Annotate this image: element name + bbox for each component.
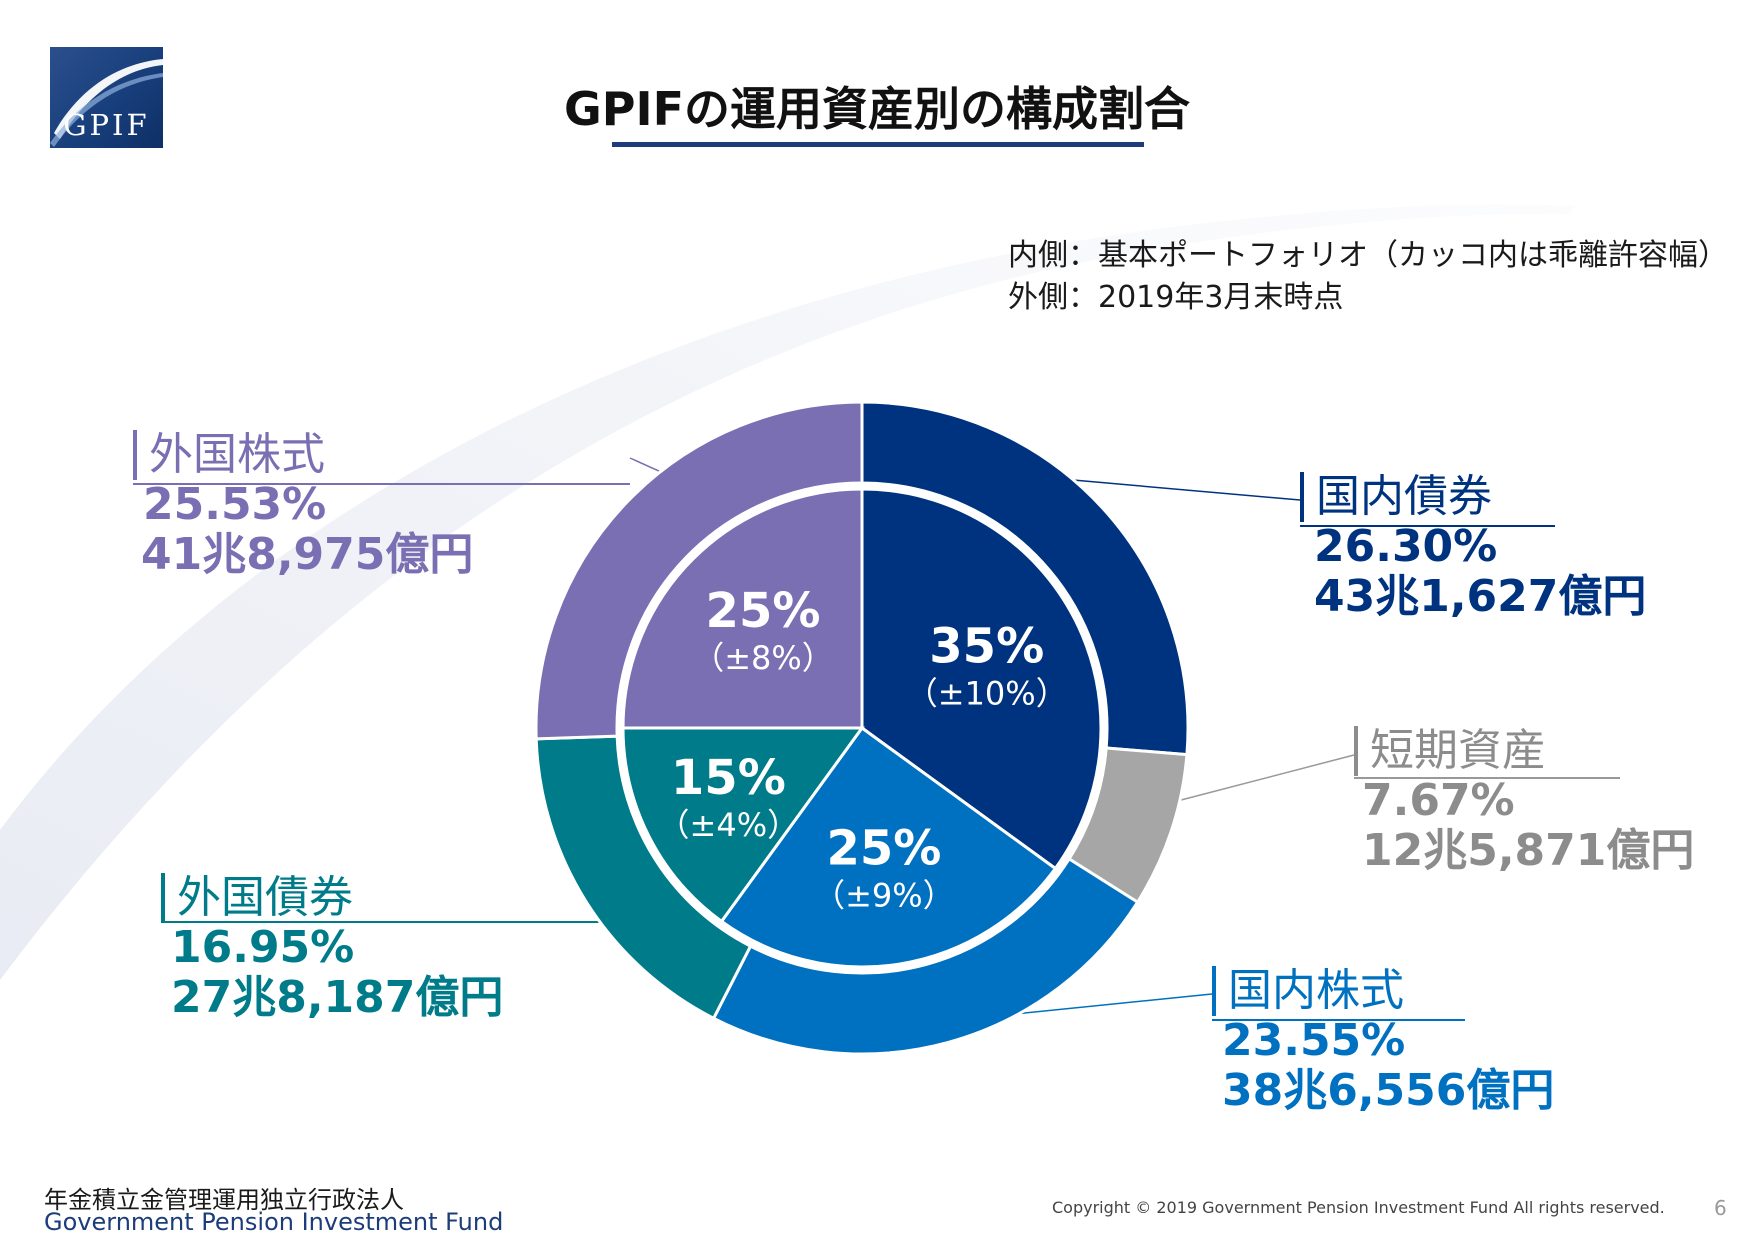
label-short-term-amount: 12兆5,871億円	[1362, 825, 1695, 876]
inner-value-domestic-stocks: 25%	[826, 820, 941, 876]
inner-value-foreign-stocks: 25%	[706, 583, 821, 639]
label-short-term-name: 短期資産	[1354, 726, 1554, 776]
leader-line-domestic-stocks	[1014, 993, 1213, 1015]
label-short-term-pct: 7.67%	[1362, 775, 1515, 826]
inner-slice-foreign-stocks	[621, 487, 864, 730]
note-inner-ring: 内側：基本ポートフォリオ（カッコ内は乖離許容幅）	[1008, 238, 1728, 273]
logo-text: GPIF	[63, 108, 150, 142]
inner-slice-domestic-stocks	[719, 725, 1058, 969]
leader-line-foreign-stocks	[629, 457, 663, 474]
outer-slice-foreign-stocks	[534, 400, 864, 741]
copyright: Copyright © 2019 Government Pension Inve…	[1052, 1198, 1665, 1217]
label-foreign-bonds-name: 外国債券	[161, 873, 361, 923]
label-short-term: 短期資産 7.67% 12兆5,871億円	[1354, 726, 1694, 876]
inner-band-domestic-bonds: （±10%）	[906, 674, 1068, 712]
inner-ring-labels: 35%（±10%）25%（±9%）15%（±4%）25%（±8%）	[658, 583, 1068, 914]
label-domestic-stocks-amount: 38兆6,556億円	[1222, 1065, 1555, 1116]
inner-band-foreign-bonds: （±4%）	[658, 806, 800, 844]
title-underline	[612, 142, 1144, 147]
inner-slice-foreign-bonds	[621, 726, 865, 924]
label-foreign-stocks-pct: 25.53%	[143, 479, 327, 530]
note-outer-ring: 外側：2019年3月末時点	[1008, 280, 1344, 315]
label-foreign-stocks-name: 外国株式	[133, 430, 333, 480]
label-domestic-bonds-pct: 26.30%	[1314, 521, 1498, 572]
outer-ring	[534, 400, 1190, 1056]
label-domestic-bonds-name: 国内債券	[1300, 472, 1500, 522]
page-number: 6	[1714, 1196, 1727, 1220]
label-domestic-stocks-name: 国内株式	[1212, 966, 1412, 1016]
label-domestic-stocks: 国内株式 23.55% 38兆6,556億円	[1212, 966, 1554, 1116]
label-domestic-bonds-amount: 43兆1,627億円	[1314, 571, 1647, 622]
gpif-logo: GPIF	[50, 47, 163, 148]
leader-line-short-term	[1177, 754, 1355, 802]
leader-line-domestic-bonds	[1070, 479, 1301, 501]
inner-band-foreign-stocks: （±8%）	[692, 639, 834, 677]
inner-value-domestic-bonds: 35%	[929, 618, 1044, 674]
inner-band-domestic-stocks: （±9%）	[813, 876, 955, 914]
label-domestic-stocks-pct: 23.55%	[1222, 1015, 1406, 1066]
label-foreign-bonds-pct: 16.95%	[171, 922, 355, 973]
label-foreign-bonds: 外国債券 16.95% 27兆8,187億円	[161, 873, 503, 1023]
page-title: GPIFの運用資産別の構成割合	[563, 82, 1190, 136]
inner-slice-domestic-bonds	[860, 487, 1103, 871]
label-foreign-stocks: 外国株式 25.53% 41兆8,975億円	[133, 430, 473, 580]
inner-value-foreign-bonds: 15%	[671, 750, 786, 806]
footer-org-jp: 年金積立金管理運用独立行政法人	[44, 1186, 404, 1214]
label-foreign-bonds-amount: 27兆8,187億円	[171, 972, 504, 1023]
footer-org-en: Government Pension Investment Fund	[44, 1208, 504, 1236]
label-foreign-stocks-amount: 41兆8,975億円	[141, 529, 474, 580]
label-domestic-bonds: 国内債券 26.30% 43兆1,627億円	[1300, 472, 1646, 622]
outer-slice-domestic-stocks	[711, 856, 1140, 1056]
inner-ring	[621, 487, 1103, 969]
